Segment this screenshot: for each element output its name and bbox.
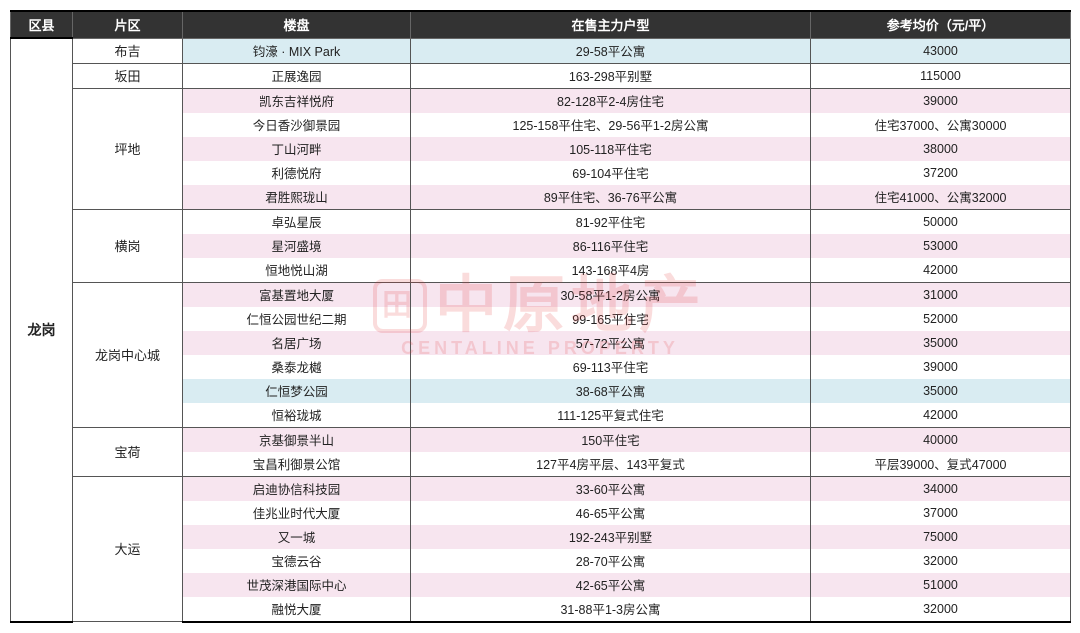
unittype-cell: 150平住宅 bbox=[411, 427, 811, 452]
price-cell: 31000 bbox=[811, 282, 1071, 307]
header-area: 片区 bbox=[73, 11, 183, 38]
project-cell: 仁恒公园世纪二期 bbox=[183, 307, 411, 331]
price-cell: 34000 bbox=[811, 476, 1071, 501]
price-cell: 42000 bbox=[811, 403, 1071, 428]
project-cell: 凯东吉祥悦府 bbox=[183, 88, 411, 113]
district-cell: 龙岗 bbox=[11, 38, 73, 622]
price-cell: 38000 bbox=[811, 137, 1071, 161]
header-district: 区县 bbox=[11, 11, 73, 38]
project-cell: 今日香沙御景园 bbox=[183, 113, 411, 137]
unittype-cell: 163-298平别墅 bbox=[411, 63, 811, 88]
table-row: 龙岗布吉钧濠 · MIX Park29-58平公寓43000 bbox=[11, 38, 1071, 63]
project-cell: 仁恒梦公园 bbox=[183, 379, 411, 403]
area-cell: 布吉 bbox=[73, 38, 183, 63]
price-cell: 51000 bbox=[811, 573, 1071, 597]
project-cell: 宝昌利御景公馆 bbox=[183, 452, 411, 477]
unittype-cell: 111-125平复式住宅 bbox=[411, 403, 811, 428]
unittype-cell: 46-65平公寓 bbox=[411, 501, 811, 525]
price-cell: 37000 bbox=[811, 501, 1071, 525]
project-cell: 融悦大厦 bbox=[183, 597, 411, 622]
unittype-cell: 30-58平1-2房公寓 bbox=[411, 282, 811, 307]
price-cell: 43000 bbox=[811, 38, 1071, 63]
project-cell: 君胜熙珑山 bbox=[183, 185, 411, 210]
project-cell: 启迪协信科技园 bbox=[183, 476, 411, 501]
project-cell: 世茂深港国际中心 bbox=[183, 573, 411, 597]
table-body: 龙岗布吉钧濠 · MIX Park29-58平公寓43000坂田正展逸园163-… bbox=[11, 38, 1071, 622]
project-cell: 富基置地大厦 bbox=[183, 282, 411, 307]
unittype-cell: 29-58平公寓 bbox=[411, 38, 811, 63]
price-cell: 32000 bbox=[811, 597, 1071, 622]
unittype-cell: 38-68平公寓 bbox=[411, 379, 811, 403]
unittype-cell: 69-104平住宅 bbox=[411, 161, 811, 185]
price-cell: 35000 bbox=[811, 331, 1071, 355]
project-cell: 名居广场 bbox=[183, 331, 411, 355]
price-cell: 53000 bbox=[811, 234, 1071, 258]
project-cell: 利德悦府 bbox=[183, 161, 411, 185]
unittype-cell: 33-60平公寓 bbox=[411, 476, 811, 501]
price-cell: 住宅37000、公寓30000 bbox=[811, 113, 1071, 137]
area-cell: 大运 bbox=[73, 476, 183, 622]
area-cell: 龙岗中心城 bbox=[73, 282, 183, 427]
unittype-cell: 42-65平公寓 bbox=[411, 573, 811, 597]
price-cell: 75000 bbox=[811, 525, 1071, 549]
price-cell: 42000 bbox=[811, 258, 1071, 283]
project-cell: 正展逸园 bbox=[183, 63, 411, 88]
unittype-cell: 99-165平住宅 bbox=[411, 307, 811, 331]
project-cell: 卓弘星辰 bbox=[183, 209, 411, 234]
price-cell: 39000 bbox=[811, 88, 1071, 113]
price-cell: 32000 bbox=[811, 549, 1071, 573]
unittype-cell: 31-88平1-3房公寓 bbox=[411, 597, 811, 622]
header-price: 参考均价（元/平） bbox=[811, 11, 1071, 38]
table-row: 宝荷京基御景半山150平住宅40000 bbox=[11, 427, 1071, 452]
property-price-table: 区县 片区 楼盘 在售主力户型 参考均价（元/平） 龙岗布吉钧濠 · MIX P… bbox=[10, 10, 1071, 623]
table-header-row: 区县 片区 楼盘 在售主力户型 参考均价（元/平） bbox=[11, 11, 1071, 38]
price-cell: 39000 bbox=[811, 355, 1071, 379]
unittype-cell: 69-113平住宅 bbox=[411, 355, 811, 379]
project-cell: 佳兆业时代大厦 bbox=[183, 501, 411, 525]
project-cell: 丁山河畔 bbox=[183, 137, 411, 161]
area-cell: 坪地 bbox=[73, 88, 183, 209]
area-cell: 坂田 bbox=[73, 63, 183, 88]
price-cell: 50000 bbox=[811, 209, 1071, 234]
unittype-cell: 81-92平住宅 bbox=[411, 209, 811, 234]
unittype-cell: 143-168平4房 bbox=[411, 258, 811, 283]
unittype-cell: 28-70平公寓 bbox=[411, 549, 811, 573]
price-cell: 115000 bbox=[811, 63, 1071, 88]
header-unittype: 在售主力户型 bbox=[411, 11, 811, 38]
project-cell: 桑泰龙樾 bbox=[183, 355, 411, 379]
project-cell: 恒地悦山湖 bbox=[183, 258, 411, 283]
table-row: 大运启迪协信科技园33-60平公寓34000 bbox=[11, 476, 1071, 501]
unittype-cell: 105-118平住宅 bbox=[411, 137, 811, 161]
price-cell: 35000 bbox=[811, 379, 1071, 403]
unittype-cell: 192-243平别墅 bbox=[411, 525, 811, 549]
unittype-cell: 89平住宅、36-76平公寓 bbox=[411, 185, 811, 210]
price-cell: 37200 bbox=[811, 161, 1071, 185]
table-row: 坂田正展逸园163-298平别墅115000 bbox=[11, 63, 1071, 88]
unittype-cell: 125-158平住宅、29-56平1-2房公寓 bbox=[411, 113, 811, 137]
project-cell: 京基御景半山 bbox=[183, 427, 411, 452]
project-cell: 又一城 bbox=[183, 525, 411, 549]
unittype-cell: 86-116平住宅 bbox=[411, 234, 811, 258]
project-cell: 星河盛境 bbox=[183, 234, 411, 258]
unittype-cell: 127平4房平层、143平复式 bbox=[411, 452, 811, 477]
area-cell: 横岗 bbox=[73, 209, 183, 282]
header-project: 楼盘 bbox=[183, 11, 411, 38]
project-cell: 钧濠 · MIX Park bbox=[183, 38, 411, 63]
project-cell: 恒裕珑城 bbox=[183, 403, 411, 428]
unittype-cell: 57-72平公寓 bbox=[411, 331, 811, 355]
table-row: 横岗卓弘星辰81-92平住宅50000 bbox=[11, 209, 1071, 234]
price-cell: 40000 bbox=[811, 427, 1071, 452]
table-row: 坪地凯东吉祥悦府82-128平2-4房住宅39000 bbox=[11, 88, 1071, 113]
price-cell: 住宅41000、公寓32000 bbox=[811, 185, 1071, 210]
project-cell: 宝德云谷 bbox=[183, 549, 411, 573]
table-row: 龙岗中心城富基置地大厦30-58平1-2房公寓31000 bbox=[11, 282, 1071, 307]
unittype-cell: 82-128平2-4房住宅 bbox=[411, 88, 811, 113]
price-cell: 52000 bbox=[811, 307, 1071, 331]
price-cell: 平层39000、复式47000 bbox=[811, 452, 1071, 477]
area-cell: 宝荷 bbox=[73, 427, 183, 476]
